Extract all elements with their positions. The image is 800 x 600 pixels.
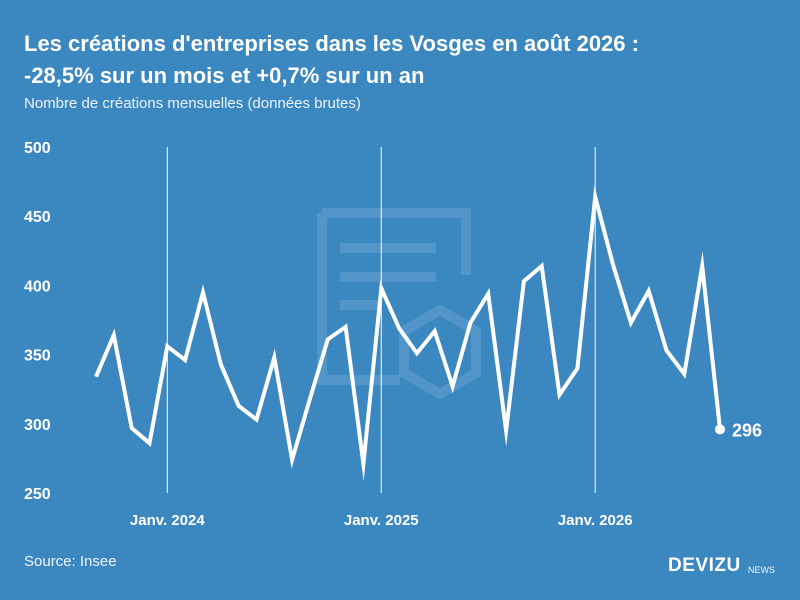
chart-subtitle: Nombre de créations mensuelles (données … (24, 95, 361, 112)
chart-title-line2: -28,5% sur un mois et +0,7% sur un an (24, 63, 425, 88)
series-layer: 296 (94, 185, 762, 482)
source-note: Source: Insee (24, 553, 117, 570)
chart-title-line1: Les créations d'entreprises dans les Vos… (24, 31, 639, 56)
brand-logo-suffix: NEWS (748, 565, 775, 575)
y-tick-label: 400 (24, 278, 51, 295)
brand-logo: DEVIZU (668, 555, 741, 576)
watermark-logo-icon (317, 208, 481, 400)
y-tick-label: 350 (24, 348, 51, 365)
x-tick-label: Janv. 2024 (130, 512, 205, 529)
y-tick-label: 300 (24, 417, 51, 434)
y-tick-label: 250 (24, 486, 51, 503)
x-tick-label: Janv. 2025 (344, 512, 419, 529)
y-axis: 500 450 400 350 300 250 (24, 140, 51, 503)
chart-title: Les créations d'entreprises dans les Vos… (24, 28, 784, 92)
grid-lines (166, 147, 596, 493)
end-value-label: 296 (732, 420, 762, 440)
x-tick-label: Janv. 2026 (558, 512, 633, 529)
y-tick-label: 450 (24, 209, 51, 226)
y-tick-label: 500 (24, 140, 51, 157)
end-point-marker (715, 424, 725, 435)
series-line-0 (94, 185, 722, 482)
x-axis: Janv. 2024 Janv. 2025 Janv. 2026 (130, 512, 633, 529)
